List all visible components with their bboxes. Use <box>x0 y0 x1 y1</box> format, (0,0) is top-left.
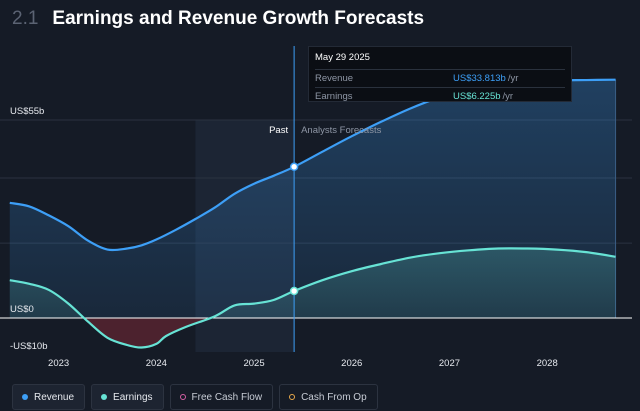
past-label: Past <box>269 125 288 136</box>
chart-tooltip: May 29 2025 Revenue US$33.813b /yr Earni… <box>308 46 572 102</box>
legend-free-cash-flow-label: Free Cash Flow <box>191 391 263 403</box>
chart-legend: Revenue Earnings Free Cash Flow Cash Fro… <box>12 384 378 410</box>
revenue-highlight-point <box>289 162 299 172</box>
x-tick-2025: 2025 <box>243 358 264 369</box>
tooltip-label-earnings: Earnings <box>315 91 353 102</box>
legend-earnings[interactable]: Earnings <box>91 384 164 410</box>
revenue-dot-icon <box>22 394 28 400</box>
page-title: Earnings and Revenue Growth Forecasts <box>52 8 425 29</box>
x-tick-2024: 2024 <box>146 358 167 369</box>
legend-earnings-label: Earnings <box>113 391 153 403</box>
legend-revenue[interactable]: Revenue <box>12 384 86 410</box>
y-tick-neg10: -US$10b <box>10 341 48 352</box>
tooltip-row-revenue: Revenue US$33.813b /yr <box>315 69 565 87</box>
title-row: 2.1 Earnings and Revenue Growth Forecast… <box>12 8 424 34</box>
tooltip-label-revenue: Revenue <box>315 73 354 84</box>
earnings-line <box>9 247 616 349</box>
earnings-dot-icon <box>101 394 108 400</box>
earnings-area-negative <box>9 318 616 348</box>
tooltip-date: May 29 2025 <box>315 52 370 63</box>
y-tick-55: US$55b <box>10 106 44 117</box>
growth-chart[interactable]: Past Analysts ForecastsUS$55bUS$0-US$10b2… <box>0 0 640 380</box>
legend-cash-from-op-label: Cash From Op <box>301 391 367 403</box>
earnings-highlight-point <box>289 286 299 296</box>
tooltip-value-earnings: US$6.225b <box>453 91 501 102</box>
tooltip-value-revenue: US$33.813b <box>453 73 506 84</box>
cash-from-op-ring-icon <box>289 394 296 400</box>
legend-revenue-label: Revenue <box>34 391 75 403</box>
x-tick-2023: 2023 <box>48 358 69 369</box>
x-tick-2027: 2027 <box>439 358 460 369</box>
legend-free-cash-flow[interactable]: Free Cash Flow <box>169 384 274 410</box>
section-number: 2.1 <box>12 8 39 29</box>
earnings-area-positive <box>9 248 616 318</box>
tooltip-row-earnings: Earnings US$6.225b /yr <box>315 87 565 105</box>
free-cash-flow-ring-icon <box>179 394 186 400</box>
legend-cash-from-op[interactable]: Cash From Op <box>279 384 378 410</box>
y-tick-0: US$0 <box>10 304 34 315</box>
x-tick-2026: 2026 <box>341 358 362 369</box>
x-tick-2028: 2028 <box>537 358 558 369</box>
forecast-label: Analysts Forecasts <box>301 125 381 136</box>
tooltip-unit-earnings: /yr <box>502 91 514 102</box>
tooltip-unit-revenue: /yr <box>507 73 519 84</box>
